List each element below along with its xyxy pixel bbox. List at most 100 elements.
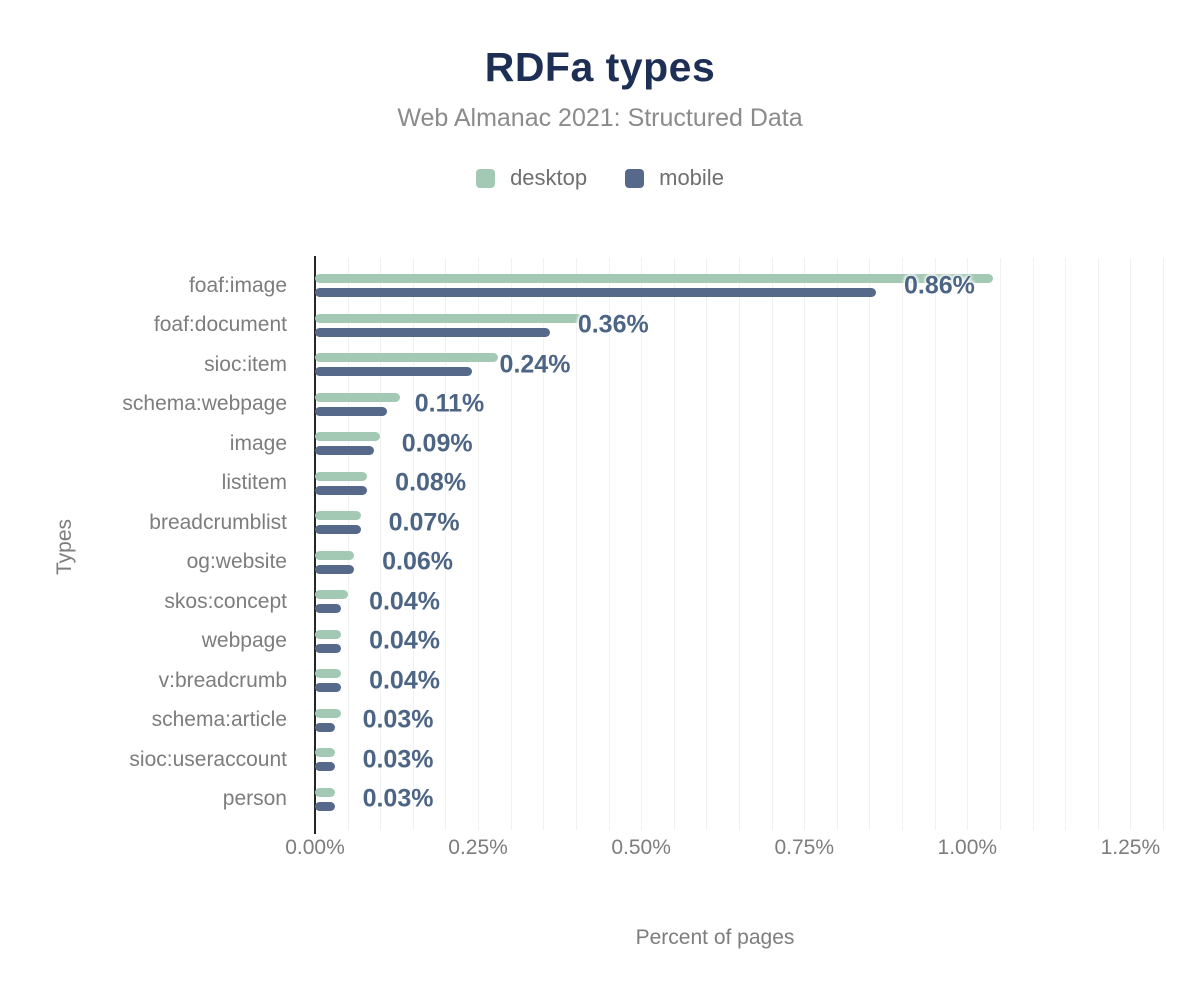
bar-mobile (315, 643, 342, 653)
gridline (1097, 258, 1099, 830)
bar-mobile (315, 525, 361, 535)
legend-label: desktop (510, 165, 588, 190)
plot-area: 0.86% 0.36% 0.24% 0.11% 0.09% 0.08% 0.07% 0.06%… (314, 256, 1164, 834)
gridline (804, 258, 806, 830)
x-tick-label: 0.00% (285, 836, 345, 859)
bar-mobile (315, 762, 335, 772)
bar-value-label: 0.07% (388, 508, 460, 537)
bar-row: 0.07% (315, 503, 1163, 543)
legend-swatch-desktop (476, 168, 496, 188)
category-label: breadcrumblist (149, 510, 287, 534)
gridline (869, 258, 871, 830)
bar-row: 0.86% (315, 266, 1163, 306)
bar-row: 0.04% (315, 622, 1163, 662)
gridline (1130, 258, 1132, 830)
x-axis-title: Percent of pages (635, 926, 795, 949)
legend-item-mobile[interactable]: mobile (625, 165, 724, 191)
x-tick-label: 0.50% (611, 836, 671, 859)
bar-desktop (315, 274, 994, 284)
category-label: sioc:useraccount (129, 747, 287, 771)
bar-desktop (315, 313, 583, 323)
bar-mobile (315, 722, 335, 732)
gridline (706, 258, 708, 830)
bar-desktop (315, 629, 342, 639)
gridline (967, 258, 969, 830)
legend-swatch-mobile (625, 168, 645, 188)
category-label: og:website (186, 550, 287, 574)
bar-value-label: 0.08% (395, 468, 467, 497)
y-axis-line (314, 256, 316, 834)
bar-mobile (315, 801, 335, 811)
y-axis-title: Types (53, 518, 76, 576)
chart-title: RDFa types (484, 44, 716, 90)
bar-value-label: 0.36% (577, 310, 649, 339)
gridline (478, 258, 480, 830)
bar-desktop (315, 511, 361, 521)
bar-value-label: 0.86% (903, 271, 975, 300)
bar-mobile (315, 683, 342, 693)
bar-rows: 0.86% 0.36% 0.24% 0.11% 0.09% 0.08% 0.07% 0.06%… (315, 266, 1163, 819)
bar-value-label: 0.03% (362, 784, 434, 813)
gridline (543, 258, 545, 830)
bar-value-label: 0.11% (414, 389, 485, 418)
bar-row: 0.36% (315, 306, 1163, 346)
legend-item-desktop[interactable]: desktop (476, 165, 587, 191)
bar-mobile (315, 327, 550, 337)
bar-row: 0.06% (315, 543, 1163, 583)
bar-row: 0.03% (315, 701, 1163, 741)
gridline (771, 258, 773, 830)
gridline (999, 258, 1001, 830)
gridline (575, 258, 577, 830)
category-labels: foaf:image foaf:document sioc:item schema:w… (0, 266, 301, 819)
bar-desktop (315, 748, 335, 758)
bar-value-label: 0.03% (362, 745, 434, 774)
bar-row: 0.11% (315, 385, 1163, 425)
chart-subtitle: Web Almanac 2021: Structured Data (397, 104, 803, 132)
gridline (673, 258, 675, 830)
bar-mobile (315, 485, 368, 495)
bar-value-label: 0.04% (369, 587, 440, 616)
bar-mobile (315, 406, 387, 416)
category-label: webpage (201, 629, 287, 653)
bar-row: 0.04% (315, 661, 1163, 701)
bar-desktop (315, 708, 342, 718)
bar-desktop (315, 590, 348, 600)
bar-desktop (315, 432, 381, 442)
x-axis-ticks: 0.00% 0.25% 0.50% 0.75% 1.00% 1.25% (285, 836, 1163, 862)
category-label: schema:webpage (122, 392, 287, 416)
category-label: skos:concept (164, 589, 287, 613)
bar-mobile (315, 564, 355, 574)
bar-value-label: 0.09% (401, 429, 473, 458)
bar-desktop (315, 392, 400, 402)
bar-row: 0.03% (315, 740, 1163, 780)
gridline (445, 258, 447, 830)
category-label: v:breadcrumb (158, 668, 287, 692)
category-label: sioc:item (204, 352, 287, 376)
bar-value-label: 0.04% (369, 626, 440, 655)
gridline (1065, 258, 1067, 830)
category-label: foaf:document (153, 313, 287, 337)
bar-row: 0.04% (315, 582, 1163, 622)
bar-value-label: 0.06% (382, 547, 454, 576)
gridline (1163, 258, 1164, 830)
gridline (641, 258, 643, 830)
gridline (934, 258, 936, 830)
category-label: image (229, 431, 287, 455)
gridline (608, 258, 610, 830)
legend-label: mobile (659, 165, 724, 190)
bar-row: 0.09% (315, 424, 1163, 464)
x-tick-label: 1.25% (1100, 836, 1161, 859)
bar-desktop (315, 550, 355, 560)
bar-value-label: 0.24% (499, 350, 571, 379)
gridline (1032, 258, 1034, 830)
bar-desktop (315, 471, 368, 481)
bar-row: 0.24% (315, 345, 1163, 385)
x-tick-label: 0.75% (774, 836, 834, 859)
gridline (739, 258, 740, 830)
bar-mobile (315, 604, 342, 614)
bar-row: 0.03% (315, 780, 1163, 820)
bar-mobile (315, 367, 472, 377)
bar-value-label: 0.03% (362, 705, 434, 734)
bar-mobile (315, 288, 876, 298)
